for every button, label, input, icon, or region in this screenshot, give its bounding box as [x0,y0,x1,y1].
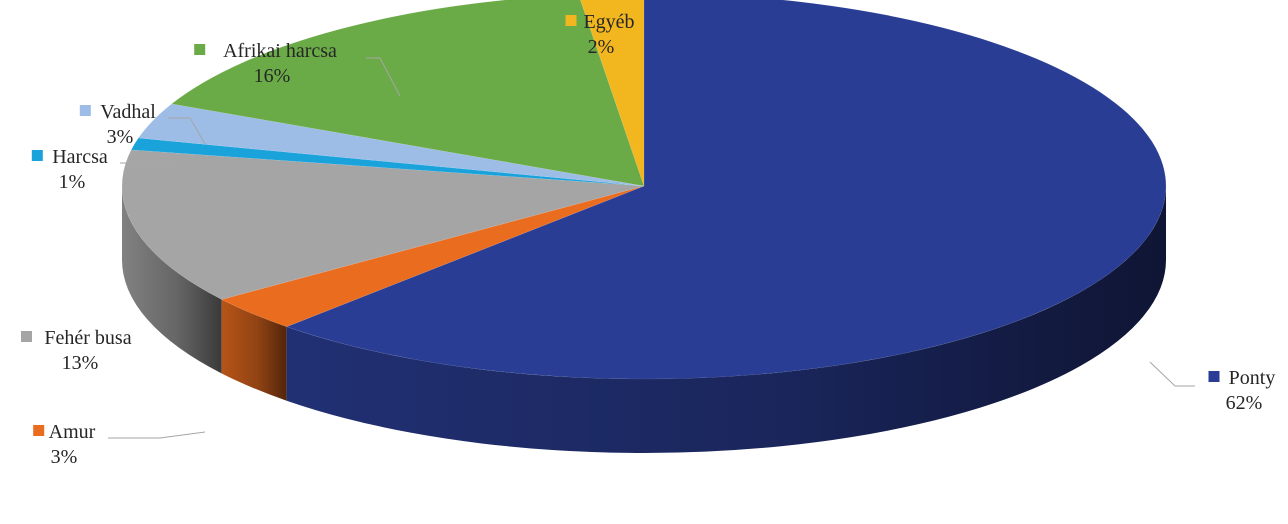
pie-tops [121,0,1167,380]
pie-side-feher-busa [122,186,222,374]
data-label-value-amur: 3% [51,446,78,468]
data-label-value-ponty: 62% [1226,392,1263,414]
data-label-value-afrikai-harcsa: 16% [254,65,291,87]
pie-sides [122,186,1167,454]
legend-key-vadhal [79,105,91,116]
data-label-value-harcsa: 1% [59,171,86,193]
pie-slice-vadhal [137,103,645,187]
legend-key-ponty [1208,371,1220,382]
data-labels: Ponty 62% Amur 3% Fehér busa 13% Harcsa 1% Vadha… [21,11,1275,468]
data-label-value-egyeb: 2% [588,36,615,58]
data-label-name-feher-busa: Fehér busa [44,327,131,349]
data-label-name-egyeb: Egyéb [583,11,634,33]
data-label-name-ponty: Ponty [1229,367,1276,389]
legend-key-feher-busa [21,331,32,342]
data-label-name-afrikai-harcsa: Afrikai harcsa [223,40,337,62]
legend-key-egyeb [565,15,577,26]
data-label-name-harcsa: Harcsa [52,146,108,168]
data-label-value-feher-busa: 13% [62,352,99,374]
pie-slice-egyeb [580,0,645,187]
legend-key-afrikai-harcsa [194,44,206,55]
pie-slice-ponty [285,0,1167,380]
data-label-name-vadhal: Vadhal [100,101,156,123]
leader-line-afrikai-harcsa [366,57,401,97]
pie-slice-afrikai-harcsa [171,0,645,187]
legend-key-harcsa [31,150,43,161]
pie-side-ponty [286,186,1167,454]
leader-lines [108,57,1195,439]
pie-slice-feher-busa [121,149,645,300]
data-label-name-amur: Amur [49,421,96,443]
data-label-value-vadhal: 3% [107,126,134,148]
pie-slice-amur [220,185,645,327]
pie-side-amur [221,299,287,401]
legend-key-amur [33,425,45,436]
pie-slice-harcsa [130,137,645,187]
leader-line-ponty [1149,361,1195,387]
leader-line-vadhal [168,117,206,145]
leader-line-amur [108,431,206,439]
